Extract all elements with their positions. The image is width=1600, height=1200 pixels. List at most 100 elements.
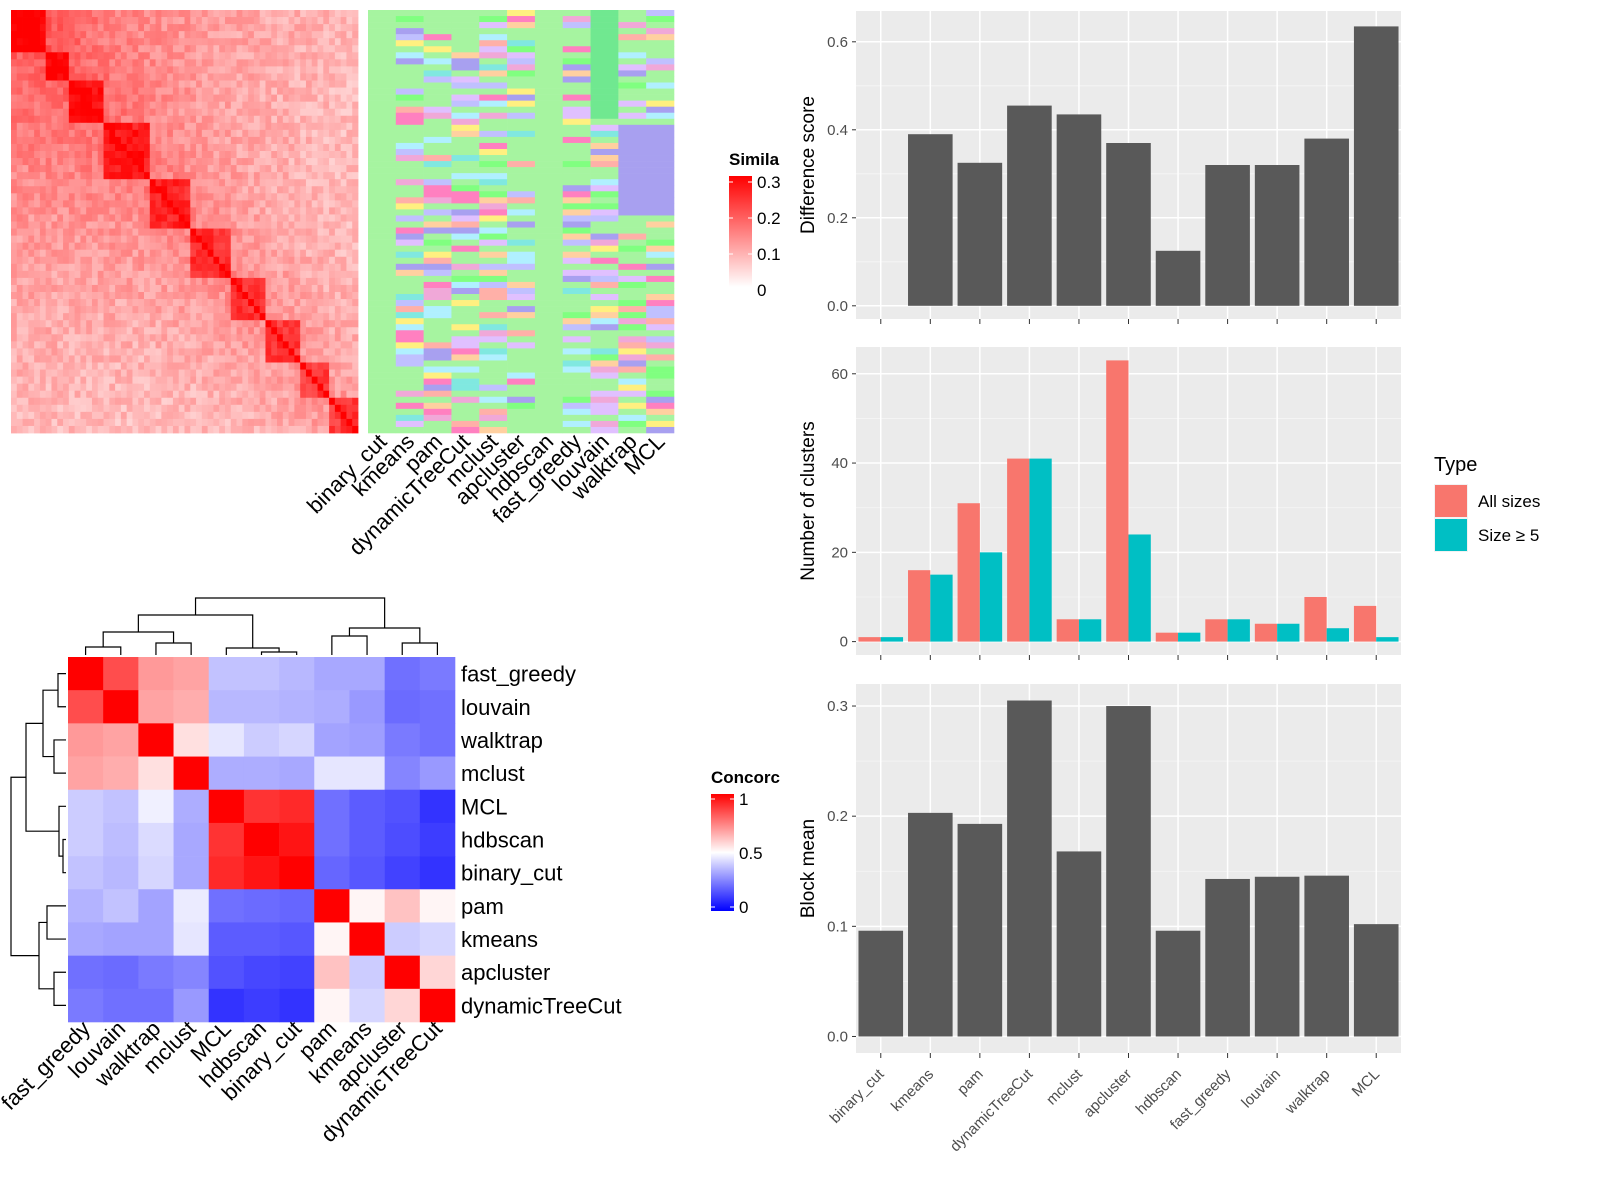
annotation-cell (507, 354, 536, 361)
annotation-cell (562, 76, 591, 83)
heatmap-cell (294, 136, 301, 145)
heatmap-cell (138, 73, 145, 81)
heatmap-cell (259, 277, 266, 286)
dendrogram-link (155, 642, 192, 655)
heatmap-cell (300, 136, 307, 145)
heatmap-cell (45, 418, 52, 427)
heatmap-cell (253, 249, 261, 258)
heatmap-cell (80, 136, 87, 145)
annotation-cell (590, 342, 619, 349)
heatmap-cell (311, 165, 318, 173)
heatmap-cell (120, 108, 128, 117)
heatmap-cell (334, 411, 342, 420)
heatmap-cell (236, 80, 243, 88)
heatmap-cell (144, 151, 151, 159)
concordance-cell (314, 756, 350, 791)
heatmap-cell (63, 87, 70, 95)
annotation-cell (562, 287, 591, 295)
heatmap-cell (109, 165, 116, 173)
annotation-cell (423, 426, 452, 434)
heatmap-cell (242, 348, 249, 356)
heatmap-cell (294, 221, 301, 229)
annotation-cell (368, 384, 397, 391)
heatmap-cell (265, 362, 272, 370)
annotation-cell (646, 76, 675, 83)
heatmap-cell (196, 369, 203, 377)
heatmap-cell (68, 136, 76, 145)
heatmap-cell (86, 179, 93, 187)
annotation-cell (479, 354, 508, 361)
heatmap-cell (74, 17, 81, 25)
heatmap-cell (16, 179, 23, 187)
heatmap-cell (282, 292, 289, 300)
heatmap-cell (196, 143, 203, 152)
heatmap-cell (213, 193, 220, 201)
heatmap-cell (126, 186, 133, 194)
annotation-cell (451, 269, 480, 277)
heatmap-cell (253, 172, 261, 180)
heatmap-cell (236, 87, 243, 95)
heatmap-cell (196, 355, 203, 363)
heatmap-cell (224, 165, 232, 173)
annotation-cell (590, 82, 619, 89)
annotation-cell (423, 318, 452, 325)
heatmap-cell (149, 306, 156, 314)
heatmap-cell (97, 425, 104, 434)
annotation-cell (368, 324, 397, 331)
heatmap-cell (317, 200, 324, 208)
heatmap-cell (288, 376, 295, 385)
annotation-cell (590, 130, 619, 138)
heatmap-cell (149, 143, 156, 152)
heatmap-cell (161, 186, 168, 194)
heatmap-cell (224, 10, 232, 18)
annotation-cell (507, 251, 536, 259)
heatmap-cell (352, 193, 359, 201)
heatmap-cell (22, 235, 29, 244)
heatmap-cell (80, 425, 87, 434)
heatmap-cell (282, 390, 289, 399)
heatmap-cell (120, 341, 128, 349)
heatmap-cell (34, 369, 41, 377)
annotation-cell (590, 118, 619, 126)
annotation-cell (534, 28, 564, 35)
annotation-cell (618, 306, 647, 313)
heatmap-cell (248, 151, 255, 159)
heatmap-cell (201, 179, 209, 187)
heatmap-cell (39, 52, 47, 60)
heatmap-cell (172, 256, 180, 265)
heatmap-cell (80, 376, 87, 385)
heatmap-cell (288, 235, 295, 244)
heatmap-cell (138, 214, 145, 222)
heatmap-cell (242, 228, 249, 236)
heatmap-cell (39, 284, 47, 293)
heatmap-cell (161, 221, 168, 229)
heatmap-cell (311, 306, 318, 314)
heatmap-cell (242, 263, 249, 272)
heatmap-cell (253, 59, 261, 67)
heatmap-cell (63, 284, 70, 293)
heatmap-cell (265, 52, 272, 60)
concordance-cell (349, 955, 385, 990)
annotation-cell (395, 161, 424, 168)
heatmap-cell (236, 179, 243, 187)
heatmap-cell (126, 17, 133, 25)
heatmap-cell (242, 45, 249, 53)
heatmap-cell (167, 165, 174, 173)
heatmap-cell (16, 425, 23, 434)
annotation-cell (395, 179, 424, 186)
heatmap-cell (334, 73, 342, 81)
heatmap-cell (138, 172, 145, 180)
heatmap-cell (329, 179, 336, 187)
heatmap-cell (219, 136, 226, 145)
heatmap-cell (352, 87, 359, 95)
heatmap-cell (311, 383, 318, 392)
heatmap-cell (248, 179, 255, 187)
heatmap-cell (120, 172, 128, 180)
heatmap-cell (57, 136, 64, 145)
heatmap-cell (103, 207, 110, 215)
annotation-cell (534, 312, 564, 319)
heatmap-cell (115, 214, 122, 222)
heatmap-cell (282, 207, 289, 215)
heatmap-cell (323, 87, 330, 95)
heatmap-cell (334, 299, 342, 307)
